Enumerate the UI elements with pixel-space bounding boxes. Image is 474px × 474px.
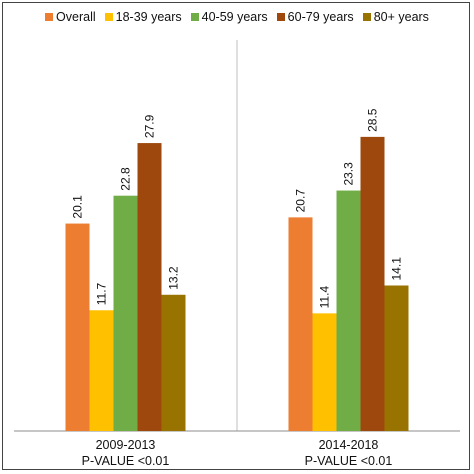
legend-item-40-59: 40-59 years	[190, 10, 268, 24]
data-label-2-5: 14.1	[390, 257, 404, 281]
bar-2-5	[384, 285, 409, 431]
category-label-1-line-2: P-VALUE <0.01	[82, 454, 170, 468]
category-label-2-line-1: 2014-2018	[319, 438, 379, 452]
data-label-2-4: 28.5	[366, 108, 380, 132]
legend-swatch-18-39	[104, 13, 113, 21]
data-label-1-1: 20.1	[71, 195, 85, 219]
legend-swatch-40-59	[190, 13, 199, 21]
bar-2-4	[360, 136, 385, 431]
legend-swatch-60-79	[276, 13, 285, 21]
legend-swatch-overall	[45, 13, 54, 21]
data-label-2-3: 23.3	[342, 162, 356, 186]
legend-label-40-59: 40-59 years	[201, 10, 268, 24]
bar-1-1	[65, 223, 90, 431]
legend-label-18-39: 18-39 years	[115, 10, 182, 24]
legend-label-60-79: 60-79 years	[287, 10, 354, 24]
legend-item-overall: Overall	[45, 10, 96, 24]
category-label-1-line-1: 2009-2013	[96, 438, 156, 452]
data-label-2-2: 11.4	[318, 286, 332, 309]
bar-1-5	[161, 294, 186, 431]
category-label-2-line-2: P-VALUE <0.01	[305, 454, 393, 468]
bar-1-2	[89, 310, 114, 431]
legend-label-80-plus: 80+ years	[373, 10, 429, 24]
legend-item-60-79: 60-79 years	[276, 10, 354, 24]
legend-swatch-80-plus	[362, 13, 371, 21]
data-label-1-5: 13.2	[167, 266, 181, 290]
bar-2-1	[288, 217, 313, 431]
bar-2-3	[336, 190, 361, 431]
legend-label-overall: Overall	[56, 10, 96, 24]
data-label-1-3: 22.8	[119, 167, 133, 191]
bar-2-2	[312, 313, 337, 431]
legend-item-80-plus: 80+ years	[362, 10, 429, 24]
data-label-1-4: 27.9	[143, 114, 157, 138]
data-label-2-1: 20.7	[294, 189, 308, 213]
chart-legend: Overall 18-39 years 40-59 years 60-79 ye…	[0, 8, 474, 26]
legend-item-18-39: 18-39 years	[104, 10, 182, 24]
data-label-1-2: 11.7	[95, 282, 109, 305]
bar-1-3	[113, 195, 138, 431]
bar-1-4	[137, 143, 162, 431]
